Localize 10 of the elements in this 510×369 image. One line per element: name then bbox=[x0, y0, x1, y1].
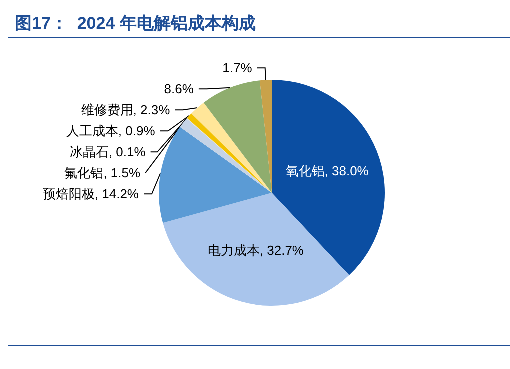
slice-label: 电力成本, 32.7% bbox=[208, 242, 304, 258]
data-label: 8.6% bbox=[164, 82, 194, 97]
slice-label: 维修费用, 2.3% bbox=[81, 102, 171, 118]
slice-label: 冰晶石, 0.1% bbox=[70, 144, 146, 160]
slice-label: 氟化铝, 1.5% bbox=[64, 166, 142, 181]
data-label: 1.7% bbox=[222, 60, 253, 76]
slice-label: 预焙阳极, 14.2% bbox=[42, 186, 140, 202]
slice-label: 氧化铝, 38.0% bbox=[286, 164, 370, 179]
chart-title: 图17： 2024 年电解铝成本构成 bbox=[15, 14, 256, 33]
slice-label: 人工成本, 0.9% bbox=[66, 124, 156, 139]
